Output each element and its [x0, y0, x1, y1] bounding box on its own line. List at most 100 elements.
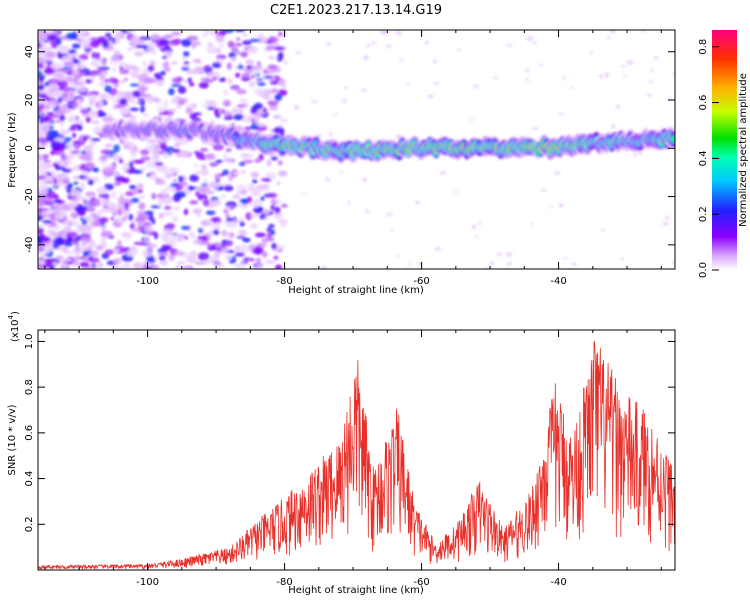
heatmap-noise-cell: [539, 63, 543, 66]
heatmap-noise-cell: [280, 203, 288, 208]
heatmap-noise-cell: [86, 206, 94, 213]
heatmap-noise-cell: [215, 35, 225, 43]
heatmap-noise-cell: [326, 41, 332, 46]
heatmap-noise-cell: [224, 255, 233, 261]
heatmap-noise-cell: [223, 185, 234, 192]
heatmap-noise-cell: [113, 181, 122, 186]
heatmap-noise-cell: [72, 247, 85, 254]
snr-multiplier-close: ): [10, 311, 21, 315]
heatmap-noise-cell: [41, 264, 51, 269]
heatmap-noise-cell: [223, 116, 233, 120]
heatmap-noise-cell: [68, 81, 77, 89]
heatmap-noise-cell: [113, 144, 120, 153]
heatmap-noise-cell: [204, 100, 216, 104]
heatmap-noise-cell: [475, 235, 479, 238]
heatmap-noise-cell: [53, 233, 64, 238]
heatmap-noise-cell: [157, 199, 163, 207]
heatmap-noise-cell: [85, 246, 93, 251]
heatmap-noise-cell: [43, 159, 51, 163]
heatmap-noise-cell: [72, 260, 79, 266]
heatmap-noise-cell: [158, 255, 166, 261]
heatmap-noise-cell: [59, 166, 67, 170]
heatmap-noise-cell: [105, 167, 113, 175]
heatmap-noise-cell: [254, 87, 265, 96]
heatmap-noise-cell: [121, 177, 130, 184]
heatmap-noise-cell: [236, 187, 241, 196]
heatmap-noise-cell: [245, 59, 254, 65]
heatmap-noise-cell: [325, 177, 330, 182]
heatmap-noise-cell: [72, 123, 81, 128]
heatmap-noise-cell: [47, 130, 59, 137]
heatmap-noise-cell: [137, 210, 144, 214]
heatmap-noise-cell: [59, 61, 64, 70]
heatmap-noise-cell: [206, 190, 215, 195]
heatmap-noise-cell: [75, 241, 80, 247]
heatmap-noise-cell: [189, 113, 197, 119]
heatmap-noise-cell: [174, 191, 187, 198]
heatmap-noise-cell: [181, 225, 191, 230]
heatmap-noise-cell: [569, 86, 574, 89]
heatmap-noise-cell: [223, 157, 233, 163]
heatmap-noise-cell: [250, 223, 258, 229]
heatmap-noise-cell: [44, 180, 54, 184]
heatmap-noise-cell: [170, 148, 181, 153]
heatmap-noise-cell: [196, 152, 205, 160]
heatmap-noise-cell: [119, 80, 125, 84]
heatmap-noise-cell: [294, 51, 302, 55]
heatmap-noise-cell: [609, 30, 616, 34]
heatmap-noise-cell: [207, 230, 214, 237]
heatmap-noise-cell: [158, 212, 164, 219]
heatmap-noise-cell: [262, 107, 267, 113]
heatmap-noise-cell: [167, 113, 173, 118]
heatmap-noise-cell: [189, 174, 200, 182]
heatmap-noise-cell: [234, 245, 240, 253]
heatmap-blobs: [38, 30, 675, 269]
heatmap-noise-cell: [186, 107, 192, 114]
heatmap-noise-cell: [38, 175, 46, 180]
heatmap-noise-cell: [277, 160, 283, 166]
heatmap-noise-cell: [64, 85, 69, 92]
heatmap-noise-cell: [649, 69, 655, 72]
heatmap-noise-cell: [273, 211, 283, 220]
heatmap-noise-cell: [98, 100, 104, 108]
heatmap-noise-cell: [133, 159, 145, 164]
heatmap-noise-cell: [81, 239, 87, 246]
heatmap-noise-cell: [275, 93, 282, 102]
heatmap-noise-cell: [183, 61, 190, 65]
snr-frame: [37, 329, 676, 571]
heatmap-noise-cell: [177, 260, 186, 265]
heatmap-noise-cell: [143, 225, 153, 233]
heatmap-noise-cell: [38, 110, 43, 116]
heatmap-noise-cell: [161, 244, 173, 251]
heatmap-noise-cell: [471, 224, 476, 229]
heatmap-noise-cell: [282, 45, 286, 49]
heatmap-noise-cell: [155, 78, 165, 87]
heatmap-noise-cell: [227, 40, 235, 48]
heatmap-noise-cell: [122, 112, 132, 116]
heatmap-noise-cell: [129, 107, 139, 112]
heatmap-noise-cell: [250, 110, 258, 115]
heatmap-noise-cell: [156, 106, 167, 112]
heatmap-noise-cell: [146, 243, 158, 249]
heatmap-noise-cell: [339, 170, 344, 173]
colorbar-gradient: [712, 30, 737, 270]
x-tick-label: -40: [550, 276, 566, 287]
heatmap-noise-cell: [61, 104, 67, 110]
heatmap-noise-cell: [257, 36, 268, 44]
heatmap-noise-cell: [150, 34, 161, 42]
heatmap-noise-cell: [171, 31, 182, 36]
heatmap-noise-cell: [72, 175, 81, 180]
heatmap-noise-cell: [153, 72, 162, 78]
heatmap-noise-cell: [158, 39, 170, 46]
heatmap-noise-cell: [189, 250, 198, 257]
heatmap-noise-cell: [44, 247, 51, 254]
heatmap-noise-cell: [433, 82, 439, 85]
heatmap-noise-cell: [90, 60, 99, 68]
heatmap-noise-cell: [42, 258, 54, 265]
heatmap-noise-cell: [415, 201, 421, 205]
heatmap-noise-cell: [238, 104, 245, 109]
heatmap-noise-cell: [142, 249, 153, 258]
heatmap-noise-cell: [117, 61, 128, 67]
heatmap-noise-cell: [185, 191, 192, 195]
heatmap-noise-cell: [131, 188, 139, 195]
